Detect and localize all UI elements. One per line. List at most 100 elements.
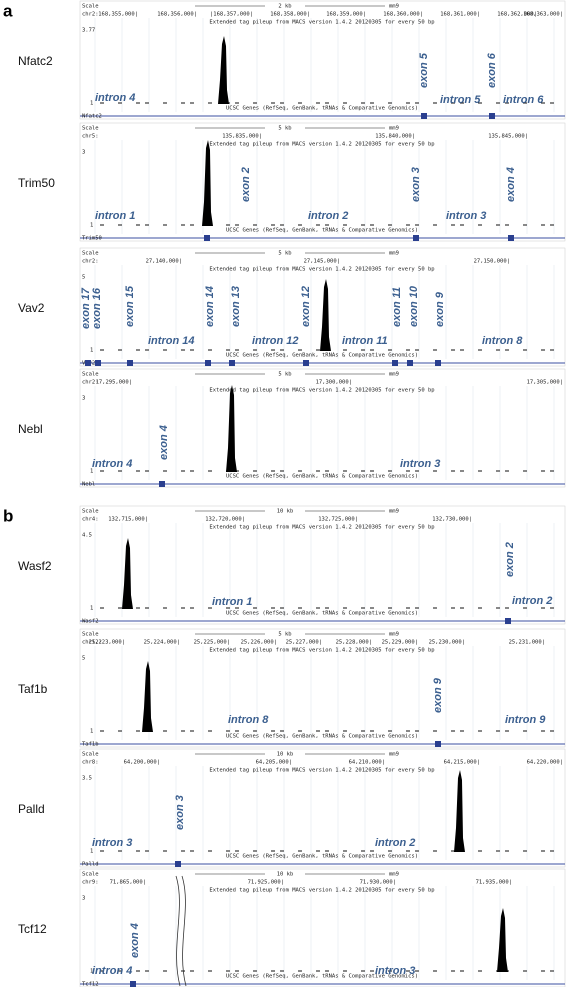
coordinate-label: 25,231,000| [509, 640, 545, 646]
ucsc-label: UCSC Genes (RefSeq, GenBank, tRNAs & Com… [226, 353, 418, 359]
track-frame [79, 628, 566, 748]
scale-bar-bg [265, 370, 305, 378]
chrom-label: chr5: [82, 134, 99, 140]
exon-block [130, 981, 136, 987]
intron-label: intron 8 [482, 335, 523, 347]
exon-block [435, 741, 441, 747]
exon-block [127, 360, 133, 366]
assembly-label: mm9 [389, 251, 399, 257]
intron-label: intron 3 [446, 210, 486, 222]
scale-bar-label: 5 kb [278, 372, 291, 378]
ucsc-label: UCSC Genes (RefSeq, GenBank, tRNAs & Com… [226, 734, 418, 740]
scale-bar-bg [265, 507, 305, 515]
peak [122, 538, 133, 609]
scale-label: Scale [82, 872, 99, 878]
scale-bar-label: 5 kb [278, 126, 291, 132]
chrom-label: chr4: [82, 517, 99, 523]
coordinate-label: 71,935,000| [476, 880, 512, 886]
intron-label: intron 3 [92, 837, 132, 849]
coordinate-label: 168,358,000| [270, 12, 310, 18]
coordinate-label: 132,720,000| [205, 517, 245, 523]
min-label: 1 [90, 348, 93, 354]
ucsc-label: UCSC Genes (RefSeq, GenBank, tRNAs & Com… [226, 611, 418, 617]
coordinate-label: 64,205,000| [256, 760, 292, 766]
assembly-label: mm9 [389, 509, 399, 515]
scale-bar-label: 2 kb [278, 4, 291, 10]
gene-name: Wasf2 [18, 559, 52, 573]
min-label: 1 [90, 849, 93, 855]
intron-label: intron 3 [400, 458, 440, 470]
intron-label: intron 6 [503, 94, 544, 106]
panel-letter: b [3, 506, 13, 525]
pileup-label: Extended tag pileup from MACS version 1.… [209, 142, 434, 148]
coordinate-label: 168,361,000| [440, 12, 480, 18]
track-frame [79, 748, 566, 868]
coordinate-label: 71,930,000| [360, 880, 396, 886]
browser-track: Scale chr8: 10 kb mm9 64,200,000| 64,205,000|… [18, 748, 566, 868]
exon-label: exon 4 [129, 923, 141, 958]
assembly-label: mm9 [389, 372, 399, 378]
gene-model-label: Nfatc2 [82, 114, 102, 120]
ucsc-label: UCSC Genes (RefSeq, GenBank, tRNAs & Com… [226, 106, 418, 112]
ucsc-label: UCSC Genes (RefSeq, GenBank, tRNAs & Com… [226, 854, 418, 860]
intron-label: intron 4 [92, 965, 132, 977]
scale-label: Scale [82, 752, 99, 758]
scale-bar-bg [265, 249, 305, 257]
scale-bar-label: 10 kb [277, 509, 294, 515]
exon-block [159, 481, 165, 487]
min-label: 1 [90, 223, 93, 229]
browser-track: Scale chr4: 10 kb mm9 132,715,000| 132,720,00… [18, 505, 566, 625]
gene-name: Tcf12 [18, 922, 47, 936]
track-frame [79, 505, 566, 625]
exon-label: exon 4 [505, 167, 517, 202]
exon-label: exon 9 [434, 291, 446, 327]
coordinate-label: 135,840,000| [375, 134, 415, 140]
scale-bar-label: 10 kb [277, 752, 294, 758]
exon-block [407, 360, 413, 366]
browser-track: Scale chr12: 5 kb mm9 25,223,000| 25,224,000|… [18, 628, 566, 748]
assembly-label: mm9 [389, 872, 399, 878]
coordinate-label: 17,305,000| [527, 380, 563, 386]
max-label: 5 [82, 275, 85, 281]
coordinate-label: 71,865,000| [110, 880, 146, 886]
track-frame [79, 122, 566, 242]
pileup-label: Extended tag pileup from MACS version 1.… [209, 648, 434, 654]
chrom-label: chr12: [82, 640, 102, 646]
gene-model-label: Trim50 [82, 236, 102, 242]
coordinate-label: 135,835,000| [222, 134, 262, 140]
coordinate-label: 168,355,000| [98, 12, 138, 18]
max-label: 3.77 [82, 28, 95, 34]
gene-model-label: Palld [82, 862, 99, 868]
peak [218, 36, 229, 104]
coordinate-label: 17,300,000| [316, 380, 352, 386]
coordinate-label: 132,725,000| [318, 517, 358, 523]
peak [497, 908, 508, 972]
scale-bar-bg [265, 630, 305, 638]
gene-name: Vav2 [18, 301, 45, 315]
intron-label: intron 9 [505, 714, 546, 726]
ucsc-label: UCSC Genes (RefSeq, GenBank, tRNAs & Com… [226, 974, 418, 980]
exon-block [413, 235, 419, 241]
pileup-label: Extended tag pileup from MACS version 1.… [209, 525, 434, 531]
scale-label: Scale [82, 372, 99, 378]
gene-model-label: Nebl [82, 482, 95, 488]
scale-label: Scale [82, 251, 99, 257]
intron-label: intron 2 [375, 837, 415, 849]
max-label: 4.5 [82, 533, 92, 539]
intron-label: intron 2 [512, 595, 552, 607]
coordinate-label: 71,925,000| [248, 880, 284, 886]
coordinate-label: 17,295,000| [96, 380, 132, 386]
intron-label: intron 1 [212, 596, 252, 608]
min-label: 1 [90, 101, 93, 107]
min-label: 1 [90, 469, 93, 475]
scale-label: Scale [82, 632, 99, 638]
coordinate-label: 168,359,000| [326, 12, 366, 18]
exon-block [204, 235, 210, 241]
browser-track: Scale chr5: 5 kb mm9 135,835,000| 135,840,000… [18, 122, 566, 242]
chrom-label: chr2: [82, 380, 99, 386]
exon-block [303, 360, 309, 366]
scale-bar-label: 5 kb [278, 251, 291, 257]
exon-label: exon 11 [391, 287, 403, 327]
min-label: 1 [90, 969, 93, 975]
